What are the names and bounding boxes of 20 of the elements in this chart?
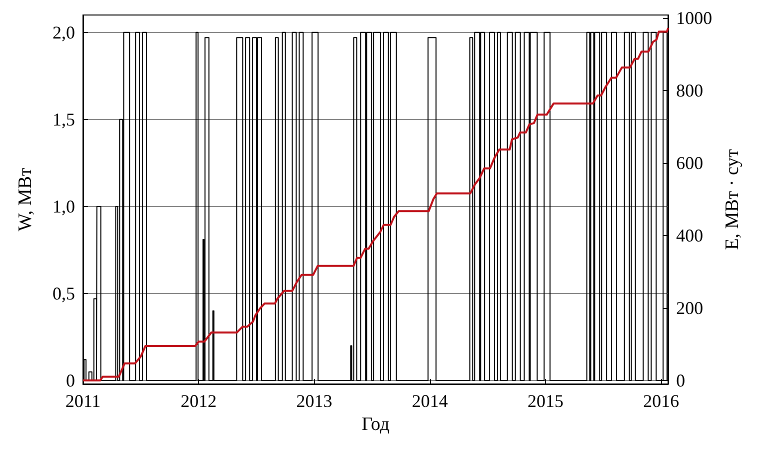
y-tick-label: 2,0 <box>52 22 75 42</box>
x-tick-label: 2013 <box>296 391 332 411</box>
y-tick-label: 0 <box>66 370 75 391</box>
y2-axis-title: E, МВт · сут <box>722 148 743 250</box>
x-tick-label: 2011 <box>65 391 101 411</box>
y2-tick-label: 800 <box>676 80 704 100</box>
y2-tick-label: 400 <box>676 225 704 246</box>
x-tick-label: 2014 <box>412 391 448 411</box>
y2-tick-label: 200 <box>676 298 704 318</box>
y-tick-label: 0,5 <box>52 283 75 304</box>
x-axis-title: Год <box>362 414 390 435</box>
x-tick-label: 2012 <box>180 391 217 411</box>
x-tick-label: 2015 <box>528 391 564 411</box>
y2-tick-label: 1000 <box>676 8 712 28</box>
y2-tick-label: 0 <box>676 370 686 390</box>
y-tick-label: 1,5 <box>52 109 75 130</box>
x-tick-label: 2016 <box>643 391 680 411</box>
y-tick-label: 1,0 <box>52 196 75 216</box>
y-axis-title: W, МВт <box>15 167 36 232</box>
y2-tick-label: 600 <box>676 152 704 173</box>
